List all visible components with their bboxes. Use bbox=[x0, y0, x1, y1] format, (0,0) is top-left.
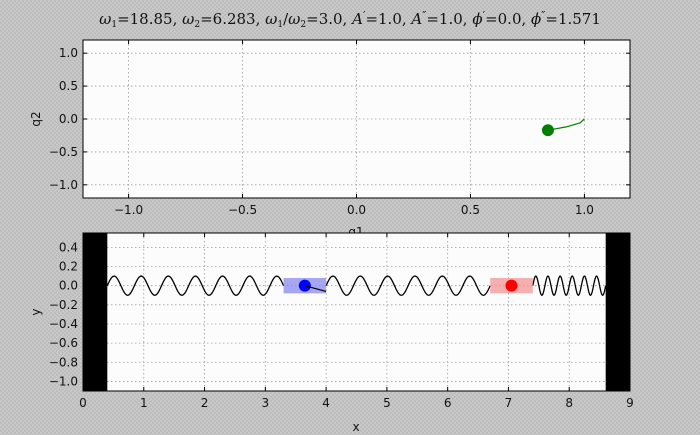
omega1-subscript: 1 bbox=[111, 20, 117, 30]
phase-point bbox=[541, 124, 554, 137]
phase-plot: −1.0 −0.5 0.0 0.5 1.01.00.50.0−0.5−1.0 q2 q1 bbox=[29, 39, 631, 239]
q2-axis-label: q2 bbox=[29, 111, 43, 126]
string-xtick-label: 3 bbox=[262, 396, 270, 410]
string-ytick-label: 0.4 bbox=[59, 240, 78, 254]
string-plot-grid bbox=[82, 233, 631, 391]
string-xtick-label: 8 bbox=[565, 396, 573, 410]
string-segment bbox=[325, 275, 491, 296]
amp2-prime: ″ bbox=[422, 9, 426, 22]
ratio-subscript-2: 2 bbox=[300, 20, 306, 30]
y-axis-label: y bbox=[29, 308, 43, 315]
string-ytick-label: −0.8 bbox=[49, 355, 78, 369]
string-ytick-label: −0.4 bbox=[49, 317, 78, 331]
omega2-subscript: 2 bbox=[194, 20, 200, 30]
phase2-symbol: ϕ bbox=[531, 10, 541, 28]
phase2-prime: ″ bbox=[541, 9, 545, 22]
string-segment bbox=[532, 275, 607, 296]
string-ytick-label: −0.6 bbox=[49, 336, 78, 350]
string-wall bbox=[83, 233, 108, 391]
ratio-symbol-2: ω bbox=[288, 10, 300, 28]
string-xtick-label: 0 bbox=[79, 396, 87, 410]
phase-xtick-label: −0.5 bbox=[228, 203, 257, 217]
phase-ytick-label: −1.0 bbox=[49, 178, 78, 192]
omega1-symbol: ω bbox=[99, 10, 111, 28]
omega1-value: =18.85, bbox=[117, 10, 182, 28]
phase-plot-ticks: −1.0 −0.5 0.0 0.5 1.0 1.0 0.5 0.0 −0.5 −1.0 bbox=[49, 40, 630, 217]
figure-title: ω1=18.85, ω2=6.283, ω1/ω2=3.0, A′=1.0, A… bbox=[99, 9, 601, 30]
mass-offset-line bbox=[304, 285, 327, 292]
phase-xtick-label: 0.0 bbox=[347, 203, 366, 217]
string-xtick-label: 4 bbox=[322, 396, 330, 410]
phase-ytick-label: 0.5 bbox=[59, 79, 78, 93]
amp1-value: =1.0, bbox=[365, 10, 411, 28]
string-xtick-label: 7 bbox=[505, 396, 513, 410]
phase2-value: =1.571 bbox=[545, 10, 601, 28]
omega2-symbol: ω bbox=[182, 10, 194, 28]
phase-ytick-label: −0.5 bbox=[49, 145, 78, 159]
string-segment bbox=[106, 275, 285, 296]
string-ytick-label: −1.0 bbox=[49, 374, 78, 388]
ratio-symbol-1: ω bbox=[265, 10, 277, 28]
amp1-symbol: A bbox=[350, 10, 363, 28]
phase-xtick-label: 1.0 bbox=[575, 203, 594, 217]
string-ytick-label: 0.0 bbox=[59, 279, 78, 293]
omega2-value: =6.283, bbox=[200, 10, 265, 28]
phase1-symbol: ϕ bbox=[472, 10, 482, 28]
phase-plot-grid bbox=[83, 40, 630, 198]
phase-trail bbox=[547, 118, 585, 131]
amp2-value: =1.0, bbox=[426, 10, 472, 28]
string-xtick-label: 5 bbox=[383, 396, 391, 410]
amp1-prime: ′ bbox=[363, 9, 366, 22]
red-mass bbox=[505, 279, 518, 292]
string-plot: 0 1 2 3 4 5 6 7 8 90.40.20.0−0.2−0.4−0.6−0.8−1.0 … bbox=[29, 232, 634, 434]
ratio-value: =3.0, bbox=[306, 10, 352, 28]
string-xtick-label: 9 bbox=[626, 396, 634, 410]
string-xtick-label: 1 bbox=[140, 396, 148, 410]
phase-xtick-label: −1.0 bbox=[114, 203, 143, 217]
string-ytick-label: −0.2 bbox=[49, 298, 78, 312]
string-plot-border bbox=[82, 232, 631, 392]
string-xtick-label: 2 bbox=[201, 396, 209, 410]
string-wall bbox=[605, 233, 630, 391]
phase1-prime: ′ bbox=[483, 9, 486, 22]
ratio-slash: / bbox=[283, 10, 289, 28]
phase-ytick-label: 0.0 bbox=[59, 112, 78, 126]
phase1-value: =0.0, bbox=[485, 10, 531, 28]
phase-plot-marks bbox=[541, 118, 585, 137]
string-plot-marks bbox=[83, 233, 630, 391]
string-plot-frame bbox=[82, 232, 631, 392]
amp2-symbol: A bbox=[409, 10, 422, 28]
string-plot-ticks: 0 1 2 3 4 5 6 7 8 9 0.4 0.2 0.0 −0.2 −0.4 −0.6 −0.8 −1.0 bbox=[49, 233, 634, 410]
string-xtick-label: 6 bbox=[444, 396, 452, 410]
x-axis-label: x bbox=[352, 420, 359, 434]
phase-ytick-label: 1.0 bbox=[59, 46, 78, 60]
ratio-subscript-1: 1 bbox=[277, 20, 283, 30]
string-ytick-label: 0.2 bbox=[59, 260, 78, 274]
phase-xtick-label: 0.5 bbox=[461, 203, 480, 217]
